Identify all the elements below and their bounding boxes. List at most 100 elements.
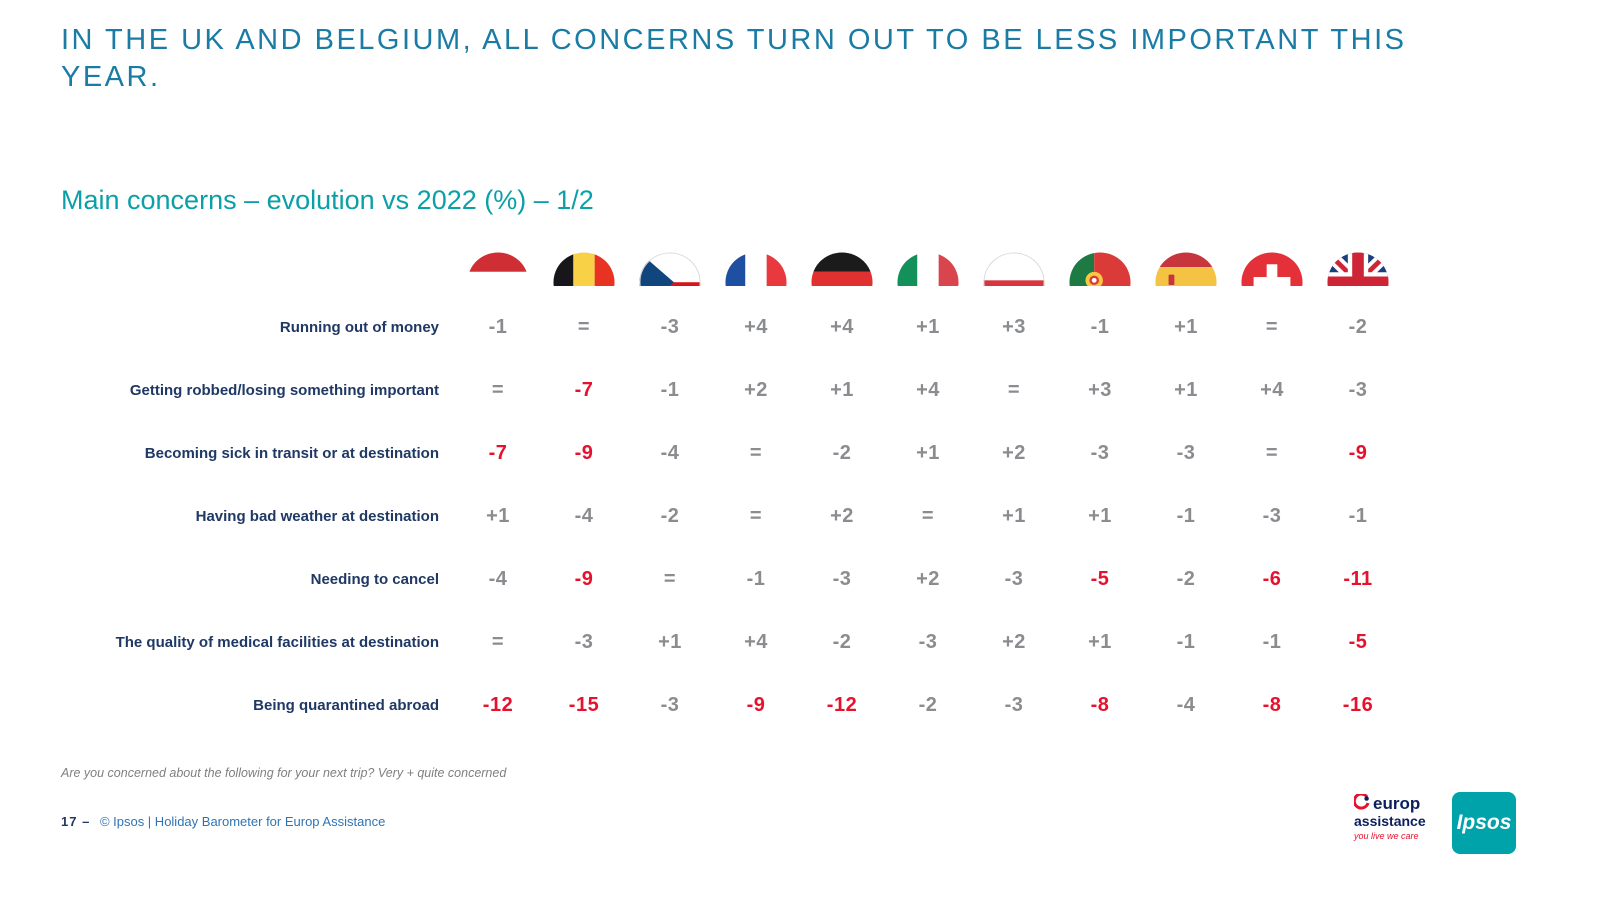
- value-cell: -2: [660, 505, 680, 527]
- table-row: Running out of money -1 = -3 +4 +4 +1 +3 -1 +1 = -2: [0, 296, 1401, 359]
- value-cell: =: [1007, 379, 1021, 401]
- value-cell: -2: [832, 631, 852, 653]
- value-cell: +1: [486, 505, 510, 527]
- value-cell: =: [491, 379, 505, 401]
- value-cell: -5: [1090, 568, 1110, 590]
- survey-question-note: Are you concerned about the following fo…: [61, 766, 507, 780]
- value-cell: -4: [488, 568, 508, 590]
- value-cell: -2: [918, 694, 938, 716]
- value-cell: -1: [488, 316, 508, 338]
- value-cell: +1: [1088, 505, 1112, 527]
- value-cell: -4: [1176, 694, 1196, 716]
- value-cell: -5: [1348, 631, 1368, 653]
- table-row: Needing to cancel -4 -9 = -1 -3 +2 -3 -5 -2 -6 -11: [0, 548, 1401, 611]
- europ-assistance-tagline: you live we care: [1354, 831, 1419, 842]
- value-cell: +1: [916, 442, 940, 464]
- value-cell: -1: [1348, 505, 1368, 527]
- slide-title: IN THE UK AND BELGIUM, ALL CONCERNS TURN…: [61, 24, 1407, 93]
- value-cell: -1: [1262, 631, 1282, 653]
- page-number: 17 –: [61, 814, 91, 829]
- value-cell: -1: [746, 568, 766, 590]
- flag-spain-icon: [1143, 252, 1229, 286]
- value-cell: -7: [574, 379, 594, 401]
- table-row: Getting robbed/losing something importan…: [0, 359, 1401, 422]
- value-cell: -2: [832, 442, 852, 464]
- flag-italy-icon: [885, 252, 971, 286]
- concerns-table: Running out of money -1 = -3 +4 +4 +1 +3 -1 +1 = -2…: [0, 246, 1401, 737]
- value-cell: =: [577, 316, 591, 338]
- value-cell: -7: [488, 442, 508, 464]
- value-cell: +2: [1002, 442, 1026, 464]
- flag-germany-icon: [799, 252, 885, 286]
- value-cell: +1: [1174, 379, 1198, 401]
- ipsos-logo: Ipsos: [1452, 792, 1516, 854]
- value-cell: -9: [746, 694, 766, 716]
- value-cell: -1: [1176, 505, 1196, 527]
- row-label: Becoming sick in transit or at destinati…: [144, 445, 439, 462]
- value-cell: =: [663, 568, 677, 590]
- value-cell: +1: [916, 316, 940, 338]
- value-cell: -3: [1004, 568, 1024, 590]
- value-cell: +2: [744, 379, 768, 401]
- value-cell: +2: [916, 568, 940, 590]
- flag-czech-republic-icon: [627, 252, 713, 286]
- value-cell: -2: [1176, 568, 1196, 590]
- table-row: Becoming sick in transit or at destinati…: [0, 422, 1401, 485]
- value-cell: +1: [830, 379, 854, 401]
- row-label: Running out of money: [279, 319, 439, 336]
- value-cell: -6: [1262, 568, 1282, 590]
- table-row: Being quarantined abroad -12 -15 -3 -9 -12 -2 -…: [0, 674, 1401, 737]
- value-cell: -1: [660, 379, 680, 401]
- table-row: Having bad weather at destination +1 -4 -2 =…: [0, 485, 1401, 548]
- value-cell: +1: [1174, 316, 1198, 338]
- flag-switzerland-icon: [1229, 252, 1315, 286]
- value-cell: -4: [574, 505, 594, 527]
- value-cell: +3: [1002, 316, 1026, 338]
- value-cell: +4: [1260, 379, 1284, 401]
- value-cell: =: [491, 631, 505, 653]
- value-cell: =: [749, 505, 763, 527]
- value-cell: =: [1265, 442, 1279, 464]
- value-cell: -3: [1176, 442, 1196, 464]
- value-cell: -11: [1343, 568, 1373, 590]
- value-cell: -3: [1262, 505, 1282, 527]
- value-cell: -16: [1342, 694, 1374, 716]
- value-cell: +4: [916, 379, 940, 401]
- value-cell: =: [749, 442, 763, 464]
- value-cell: -8: [1090, 694, 1110, 716]
- value-cell: -3: [1090, 442, 1110, 464]
- value-cell: -3: [660, 694, 680, 716]
- flag-poland-icon: [971, 252, 1057, 286]
- table-row: The quality of medical facilities at des…: [0, 611, 1401, 674]
- footer-credit: © Ipsos | Holiday Barometer for Europ As…: [99, 814, 386, 829]
- value-cell: -2: [1348, 316, 1368, 338]
- value-cell: +4: [744, 316, 768, 338]
- value-cell: -4: [660, 442, 680, 464]
- flag-united-kingdom-icon: [1315, 252, 1401, 286]
- value-cell: =: [1265, 316, 1279, 338]
- row-label: Having bad weather at destination: [195, 508, 439, 525]
- row-label: Getting robbed/losing something importan…: [129, 382, 439, 399]
- europ-assistance-wordmark-line1: europ: [1373, 794, 1421, 814]
- value-cell: =: [921, 505, 935, 527]
- flag-austria-icon: [455, 252, 541, 286]
- value-cell: -9: [1348, 442, 1368, 464]
- value-cell: +2: [830, 505, 854, 527]
- value-cell: +4: [744, 631, 768, 653]
- value-cell: -3: [832, 568, 852, 590]
- row-label: Being quarantined abroad: [253, 697, 439, 714]
- value-cell: -3: [1348, 379, 1368, 401]
- flag-belgium-icon: [541, 252, 627, 286]
- value-cell: -9: [574, 568, 594, 590]
- flag-header-row: [0, 246, 1401, 286]
- value-cell: -3: [1004, 694, 1024, 716]
- value-cell: -3: [918, 631, 938, 653]
- value-cell: -3: [660, 316, 680, 338]
- value-cell: +1: [658, 631, 682, 653]
- value-cell: -8: [1262, 694, 1282, 716]
- chart-title: Main concerns – evolution vs 2022 (%) – …: [61, 185, 594, 215]
- flag-portugal-icon: [1057, 252, 1143, 286]
- europ-assistance-logo: europ assistance you live we care: [1352, 792, 1440, 842]
- value-cell: -15: [568, 694, 600, 716]
- value-cell: +1: [1002, 505, 1026, 527]
